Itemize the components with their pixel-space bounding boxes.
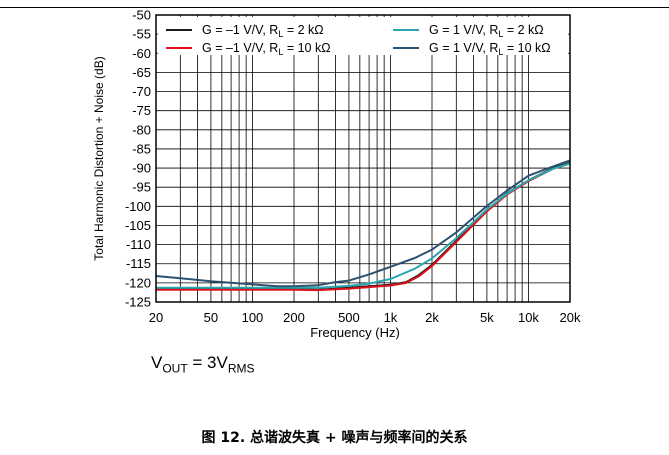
series-lines (155, 159, 571, 292)
legend-entry-3: G = 1 V/V, RL = 2 kΩ (429, 23, 544, 39)
y-tick-label: -110 (126, 237, 151, 252)
vout-symbol: V (151, 353, 163, 372)
y-tick-label: -55 (132, 27, 151, 42)
x-tick-label: 2k (425, 310, 439, 325)
x-tick-label: 5k (480, 310, 494, 325)
y-tick-label: -50 (132, 8, 151, 23)
test-condition: VOUT = 3VRMS (151, 353, 255, 375)
legend-entry-2: G = –1 V/V, RL = 10 kΩ (202, 41, 331, 57)
y-tick-label: -65 (132, 65, 151, 80)
y-tick-label: -120 (125, 275, 151, 290)
legend-entry-4: G = 1 V/V, RL = 10 kΩ (429, 41, 551, 57)
y-tick-label: -80 (132, 122, 151, 137)
y-tick-label: -100 (125, 199, 151, 214)
y-tick-label: -70 (132, 84, 151, 99)
legend-entry-1: G = –1 V/V, RL = 2 kΩ (202, 23, 324, 39)
y-tick-label: -75 (132, 103, 151, 118)
series-line-2 (156, 162, 571, 292)
x-tick-label: 50 (204, 310, 218, 325)
thd-noise-chart: G = –1 V/V, RL = 2 kΩ G = –1 V/V, RL = 10… (92, 8, 581, 341)
y-tick-label: -90 (132, 161, 151, 176)
x-tick-label: 100 (242, 310, 264, 325)
y-tick-label: -105 (125, 218, 151, 233)
x-tick-label: 20k (560, 310, 581, 325)
y-tick-label: -125 (125, 295, 151, 310)
y-tick-label: -95 (132, 180, 151, 195)
y-axis-label: Total Harmonic Distortion + Noise (dB) (92, 56, 106, 260)
x-axis-label: Frequency (Hz) (310, 325, 400, 340)
figure-caption: 图 12. 总谐波失真 + 噪声与频率间的关系 (201, 430, 468, 446)
plot-frame (155, 14, 571, 303)
series-line-3 (156, 162, 571, 289)
tick-labels: -50 -55 -60 -65 -70 -75 -80 -85 -90 -95 -100 -105 -1… (125, 8, 581, 326)
series-line-1 (156, 161, 571, 291)
grid (156, 14, 570, 303)
x-tick-label: 20 (149, 310, 163, 325)
top-rule (0, 7, 669, 8)
series-line-4 (155, 159, 571, 288)
vout-value: = 3V (187, 353, 228, 372)
x-tick-label: 10k (518, 310, 539, 325)
legend-box (158, 17, 568, 55)
y-tick-label: -60 (132, 46, 151, 61)
x-tick-label: 200 (283, 310, 305, 325)
rms-subscript: RMS (227, 361, 255, 376)
y-tick-label: -85 (132, 141, 151, 156)
x-tick-label: 1k (384, 310, 398, 325)
y-tick-label: -115 (126, 256, 151, 271)
legend: G = –1 V/V, RL = 2 kΩ G = –1 V/V, RL = 10… (166, 23, 551, 57)
x-tick-label: 500 (338, 310, 360, 325)
vout-subscript: OUT (162, 361, 188, 376)
